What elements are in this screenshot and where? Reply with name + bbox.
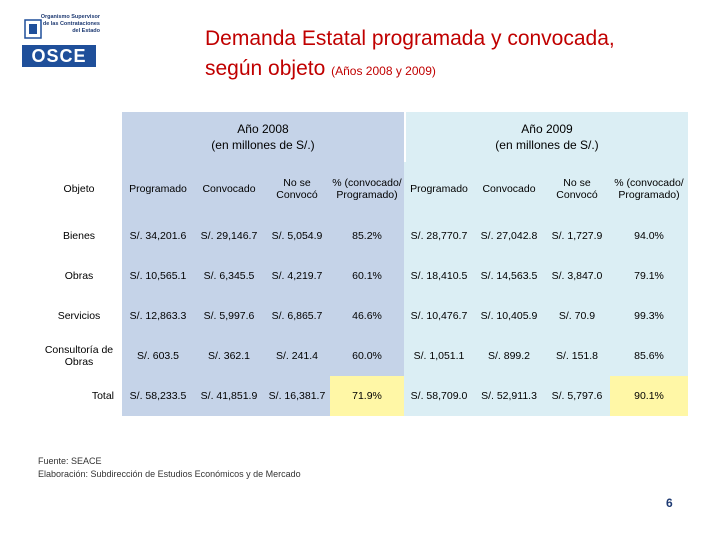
total-row: Total S/. 58,233.5 S/. 41,851.9 S/. 16,3… [36,376,688,416]
cell-programado-2008: S/. 10,565.1 [122,256,194,296]
cell-programado-2008: S/. 12,863.3 [122,296,194,336]
cell-pct-2008: 60.1% [330,256,404,296]
cell-no-convoco-2008: S/. 241.4 [264,336,330,376]
cell-convocado-2008: S/. 6,345.5 [194,256,264,296]
row-objeto: Servicios [36,296,122,336]
cell-pct-2009: 85.6% [610,336,688,376]
col-pct-2008: % (convocado/ Programado) [330,162,404,216]
title-line-1: Demanda Estatal programada y convocada, [205,27,615,50]
cell-pct-2008: 46.6% [330,296,404,336]
column-header-row: Objeto Programado Convocado No se Convoc… [36,162,688,216]
header-2009-year: Año 2009 [521,122,573,136]
cell-programado-2008: S/. 34,201.6 [122,216,194,256]
cell-pct-2009: 79.1% [610,256,688,296]
total-programado-2009: S/. 58,709.0 [404,376,474,416]
header-year-2008: Año 2008 (en millones de S/.) [122,112,404,162]
total-no-convoco-2009: S/. 5,797.6 [544,376,610,416]
cell-programado-2009: S/. 1,051.1 [404,336,474,376]
total-convocado-2009: S/. 52,911.3 [474,376,544,416]
cell-no-convoco-2009: S/. 70.9 [544,296,610,336]
osce-emblem-icon [24,19,42,39]
col-objeto: Objeto [36,162,122,216]
cell-no-convoco-2008: S/. 6,865.7 [264,296,330,336]
cell-convocado-2009: S/. 899.2 [474,336,544,376]
header-2009-unit: (en millones de S/.) [495,138,599,152]
cell-no-convoco-2009: S/. 151.8 [544,336,610,376]
header-year-2009: Año 2009 (en millones de S/.) [406,112,688,162]
col-no-convoco-2008: No se Convocó [264,162,330,216]
cell-no-convoco-2009: S/. 3,847.0 [544,256,610,296]
col-programado-2008: Programado [122,162,194,216]
cell-pct-2009: 94.0% [610,216,688,256]
col-no-convoco-2009: No se Convocó [544,162,610,216]
title-line-2-main: según objeto [205,57,326,80]
title-subtitle: (Años 2008 y 2009) [331,64,436,78]
cell-convocado-2009: S/. 27,042.8 [474,216,544,256]
page-number: 6 [666,496,673,510]
page-title: Demanda Estatal programada y convocada, … [205,24,695,86]
col-programado-2009: Programado [404,162,474,216]
osce-logo: Organismo Supervisor de las Contratacion… [22,14,100,70]
source-fuente: Fuente: SEACE [38,456,102,466]
col-convocado-2008: Convocado [194,162,264,216]
table-row: Consultoría de Obras S/. 603.5 S/. 362.1… [36,336,688,376]
cell-programado-2009: S/. 28,770.7 [404,216,474,256]
row-objeto: Consultoría de Obras [36,336,122,376]
cell-programado-2008: S/. 603.5 [122,336,194,376]
demand-table: Objeto Programado Convocado No se Convoc… [36,162,688,416]
cell-convocado-2008: S/. 362.1 [194,336,264,376]
table-row: Servicios S/. 12,863.3 S/. 5,997.6 S/. 6… [36,296,688,336]
source-note: Fuente: SEACE Elaboración: Subdirección … [38,455,301,481]
cell-no-convoco-2009: S/. 1,727.9 [544,216,610,256]
total-pct-2009: 90.1% [610,376,688,416]
cell-convocado-2008: S/. 29,146.7 [194,216,264,256]
cell-programado-2009: S/. 10,476.7 [404,296,474,336]
source-elaboracion: Elaboración: Subdirección de Estudios Ec… [38,469,301,479]
total-pct-2008: 71.9% [330,376,404,416]
total-label: Total [36,376,122,416]
total-convocado-2008: S/. 41,851.9 [194,376,264,416]
cell-convocado-2008: S/. 5,997.6 [194,296,264,336]
total-programado-2008: S/. 58,233.5 [122,376,194,416]
total-no-convoco-2008: S/. 16,381.7 [264,376,330,416]
header-2008-unit: (en millones de S/.) [211,138,315,152]
cell-no-convoco-2008: S/. 5,054.9 [264,216,330,256]
cell-convocado-2009: S/. 14,563.5 [474,256,544,296]
cell-no-convoco-2008: S/. 4,219.7 [264,256,330,296]
table-row: Bienes S/. 34,201.6 S/. 29,146.7 S/. 5,0… [36,216,688,256]
cell-convocado-2009: S/. 10,405.9 [474,296,544,336]
col-pct-2009: % (convocado/ Programado) [610,162,688,216]
row-objeto: Bienes [36,216,122,256]
cell-pct-2008: 60.0% [330,336,404,376]
row-objeto: Obras [36,256,122,296]
logo-word: OSCE [22,45,96,67]
logo-org-text: Organismo Supervisor de las Contratacion… [40,14,100,34]
title-line-2: según objeto (Años 2008 y 2009) [205,54,695,86]
header-2008-year: Año 2008 [237,122,289,136]
cell-programado-2009: S/. 18,410.5 [404,256,474,296]
cell-pct-2008: 85.2% [330,216,404,256]
col-convocado-2009: Convocado [474,162,544,216]
table-row: Obras S/. 10,565.1 S/. 6,345.5 S/. 4,219… [36,256,688,296]
cell-pct-2009: 99.3% [610,296,688,336]
